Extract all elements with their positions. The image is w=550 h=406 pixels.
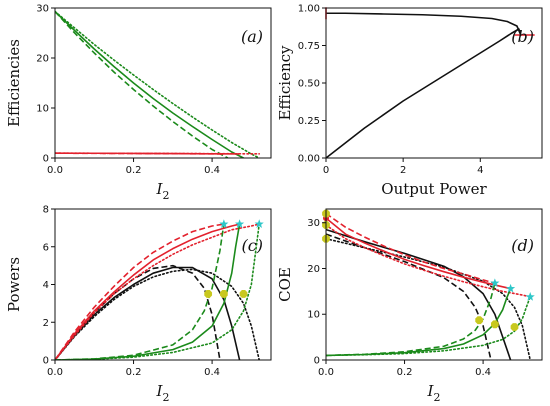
y-tick-label: 2	[43, 318, 49, 329]
x-axis-label-main: I	[427, 382, 435, 400]
axes-frame	[325, 7, 543, 159]
series-line-black-solid	[326, 228, 512, 360]
panel-label: (c)	[242, 236, 263, 255]
series-line-black-dashed	[55, 264, 221, 360]
y-tick-label: 0.25	[298, 116, 320, 127]
star-marker	[506, 283, 516, 293]
star-marker	[219, 219, 229, 228]
x-axis-label: Output Power	[381, 180, 487, 198]
y-tick-label: 4	[43, 280, 49, 291]
y-tick-label: 8	[43, 205, 49, 216]
y-tick-label: 0.50	[298, 79, 320, 90]
series-line-green-solid	[55, 10, 244, 158]
star-marker	[490, 278, 500, 288]
octagon-marker	[510, 323, 519, 331]
star-marker	[254, 219, 264, 228]
y-tick-label: 20	[307, 264, 320, 275]
star-marker	[525, 292, 535, 301]
y-axis-label: Powers	[5, 257, 23, 312]
y-tick-label: 20	[36, 54, 49, 65]
plot-area	[326, 212, 532, 360]
y-tick-label: 0	[314, 356, 320, 367]
y-tick-label: 0.75	[298, 41, 320, 52]
x-tick-label: 0.4	[204, 367, 220, 378]
x-tick-label: 0.4	[204, 165, 220, 176]
x-axis-label-subscript: 2	[162, 189, 169, 202]
y-tick-label: 10	[36, 104, 49, 115]
series-line-red-dotted	[55, 152, 261, 155]
series-line-black-dashed	[326, 233, 492, 360]
x-axis-label-subscript: 2	[162, 391, 169, 404]
x-tick-label: 0.4	[475, 367, 491, 378]
series-line-red-dashed	[326, 212, 496, 284]
x-tick-label: 0.2	[126, 367, 142, 378]
y-tick-label: 0	[43, 356, 49, 367]
series-line-red-dashed	[55, 223, 224, 360]
plot-area	[326, 12, 522, 158]
series-line-black-solid	[55, 266, 241, 360]
series-line-green-dotted	[326, 296, 532, 357]
y-tick-label: 6	[43, 242, 49, 253]
octagon-marker	[490, 320, 499, 329]
series-line-red-dotted	[55, 223, 261, 360]
x-tick-label: 0.2	[397, 367, 413, 378]
octagon-marker	[475, 316, 484, 325]
panel-label: (b)	[511, 27, 534, 46]
x-axis-label: I2	[156, 382, 170, 404]
y-tick-label: 1.00	[298, 4, 320, 15]
y-tick-label: 30	[307, 218, 320, 229]
y-tick-label: 10	[307, 310, 320, 321]
series-line-green-solid	[55, 223, 241, 360]
x-axis-label-subscript: 2	[433, 391, 440, 404]
star-marker	[235, 219, 245, 228]
y-axis-label: Efficiencies	[5, 39, 23, 127]
series-line-green-dotted	[55, 10, 261, 158]
axes-frame	[325, 208, 543, 361]
panel-a: 0.0 0.2 0.4 0 10 20 30 I2 Efficiencies (a)	[5, 4, 272, 202]
plot-area	[55, 10, 261, 158]
octagon-marker	[239, 290, 248, 298]
octagon-marker	[204, 290, 213, 298]
x-axis-label: I2	[156, 180, 170, 202]
series-line-red-solid	[326, 217, 511, 290]
panel-label: (d)	[511, 236, 534, 255]
x-tick-label: 0.2	[126, 165, 142, 176]
y-tick-label: 0	[43, 154, 49, 165]
x-tick-label: 0.0	[47, 367, 63, 378]
octagon-marker	[219, 290, 228, 298]
axes-frame	[54, 7, 272, 159]
y-axis-label: COE	[276, 267, 294, 302]
x-tick-label: 0.0	[47, 165, 63, 176]
series-line-green-dotted	[55, 223, 261, 360]
x-axis-label-main: I	[156, 382, 164, 400]
panel-d: 0.0 0.2 0.4 0 10 20 30 I2 COE (d)	[276, 208, 543, 404]
x-axis-label-main: I	[156, 180, 164, 198]
series-line-green-dashed	[55, 223, 225, 360]
series-line-green-dashed	[326, 282, 496, 357]
plot-area	[55, 223, 261, 360]
x-tick-label: 2	[400, 165, 406, 176]
series-line-black-dotted	[326, 237, 532, 360]
x-axis-label: I2	[427, 382, 441, 404]
series-line-red-dotted	[326, 224, 532, 298]
y-axis-label: Efficiency	[276, 45, 294, 121]
y-tick-label: 30	[36, 4, 49, 15]
x-tick-label: 0	[323, 165, 329, 176]
y-tick-label: 0.00	[298, 154, 320, 165]
x-tick-label: 0.0	[318, 367, 334, 378]
series-line-red-solid	[55, 223, 240, 360]
series-line-black-solid	[326, 12, 522, 158]
panel-label: (a)	[241, 27, 263, 46]
x-tick-label: 4	[477, 165, 483, 176]
panel-b: 0 2 4 0.00 0.25 0.50 0.75 1.00 Output Power Effic…	[276, 4, 543, 198]
